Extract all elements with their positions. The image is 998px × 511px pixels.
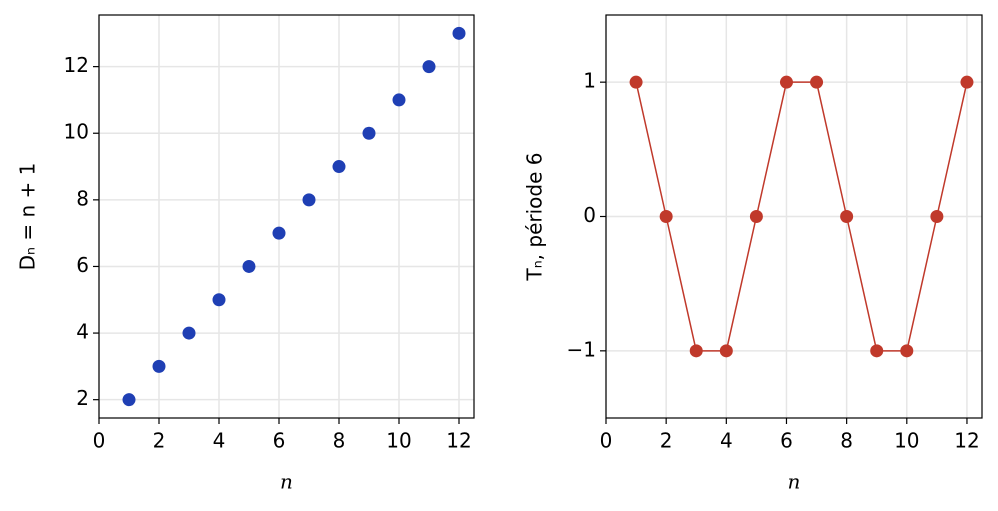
point <box>302 193 316 207</box>
axes-frame <box>605 14 983 419</box>
x-tick-label: 6 <box>273 429 286 453</box>
point <box>212 293 226 307</box>
x-tick-label: 4 <box>213 429 226 453</box>
y-tick-label: 6 <box>76 253 89 277</box>
point <box>362 126 376 140</box>
y-tick-label: 0 <box>583 203 596 227</box>
point <box>152 359 166 373</box>
point <box>689 344 703 358</box>
y-tick-label: −1 <box>567 337 596 361</box>
point <box>629 75 643 89</box>
point <box>182 326 196 340</box>
x-tick-label: 4 <box>720 429 733 453</box>
point <box>930 210 944 223</box>
point <box>122 393 136 407</box>
y-axis-label: Dₙ = n + 1 <box>16 163 40 271</box>
point <box>422 60 436 74</box>
y-tick-label: 12 <box>64 53 89 77</box>
x-tick-label: 8 <box>840 429 853 453</box>
axes-frame <box>98 14 475 419</box>
point <box>779 75 793 89</box>
point <box>452 26 466 40</box>
point <box>332 160 346 174</box>
x-tick-label: 12 <box>954 429 979 453</box>
x-axis-label: n <box>280 470 293 494</box>
x-tick-label: 6 <box>780 429 793 453</box>
point <box>960 75 974 89</box>
point <box>749 210 763 223</box>
y-axis-label: Tₙ, période 6 <box>523 153 547 282</box>
point <box>900 344 914 358</box>
x-tick-label: 12 <box>446 429 471 453</box>
y-tick-label: 4 <box>76 320 89 344</box>
x-tick-label: 2 <box>153 429 166 453</box>
point <box>392 93 406 107</box>
x-axis-label: n <box>788 470 801 494</box>
x-tick-label: 2 <box>660 429 673 453</box>
x-tick-label: 10 <box>894 429 919 453</box>
x-tick-label: 10 <box>386 429 411 453</box>
y-tick-label: 2 <box>76 386 89 410</box>
line <box>635 81 968 352</box>
y-tick-label: 8 <box>76 186 89 210</box>
x-tick-label: 0 <box>600 429 613 453</box>
point <box>242 259 256 273</box>
point <box>719 344 733 358</box>
y-tick-label: 1 <box>583 69 596 93</box>
y-tick-label: 10 <box>64 120 89 144</box>
point <box>659 210 673 223</box>
point <box>272 226 286 240</box>
point <box>840 210 854 223</box>
point <box>870 344 884 358</box>
point <box>810 75 824 89</box>
x-tick-label: 8 <box>333 429 346 453</box>
x-tick-label: 0 <box>93 429 106 453</box>
